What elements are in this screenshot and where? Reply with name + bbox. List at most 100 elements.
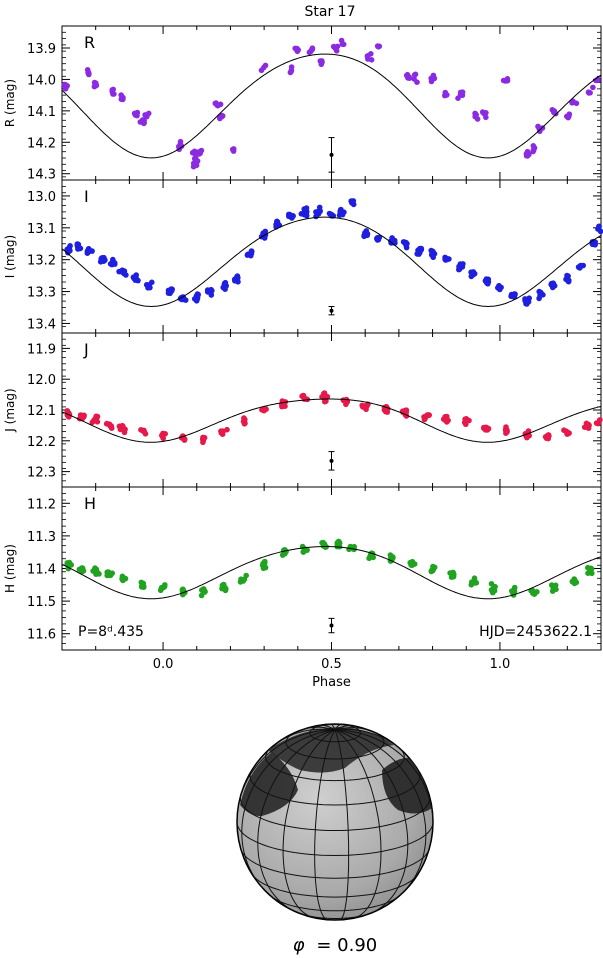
data-point (511, 291, 518, 297)
y-tick-label: 12.2 (27, 435, 56, 450)
data-point (303, 205, 310, 211)
data-point (504, 429, 510, 435)
data-point (588, 566, 595, 572)
data-point (120, 423, 126, 430)
data-point (138, 579, 145, 586)
data-point (497, 286, 503, 293)
grid-line (334, 729, 350, 920)
grid-line (334, 729, 427, 897)
grid-line (318, 724, 336, 731)
data-point (288, 68, 294, 75)
data-point (482, 110, 488, 117)
data-point (219, 428, 226, 434)
data-point (470, 271, 477, 277)
data-point (308, 47, 315, 53)
panel-H: 11.2 11.3 11.4 11.5 11.6 H (mag) H 0.0 0.5 1.0 Pha… (3, 486, 602, 690)
band-label: H (84, 494, 96, 513)
data-point (565, 277, 571, 284)
grid-line (241, 729, 336, 889)
data-point (530, 147, 537, 154)
data-point (77, 245, 84, 252)
data-point (168, 288, 175, 294)
data-point (232, 278, 238, 284)
data-point (463, 421, 469, 428)
data-point (340, 397, 347, 404)
data-point (442, 89, 449, 96)
data-points (61, 37, 601, 170)
data-point (94, 413, 101, 420)
data-point (298, 211, 305, 217)
data-point (368, 57, 375, 63)
data-point (442, 414, 448, 420)
data-point (100, 257, 107, 264)
data-point (313, 213, 319, 220)
band-label: I (84, 187, 89, 206)
y-tick-label: 11.6 (27, 628, 56, 643)
grid-line (249, 770, 421, 806)
phase-symbol: φ (293, 935, 305, 956)
data-point (240, 418, 247, 425)
y-tick-label: 11.4 (27, 563, 56, 578)
data-point (143, 113, 150, 120)
data-point (84, 248, 91, 255)
band-label: J (83, 340, 89, 359)
data-point (141, 117, 147, 124)
data-point (260, 565, 267, 572)
data-point (287, 212, 293, 218)
data-point (563, 428, 570, 435)
grid-line (334, 729, 382, 919)
data-point (138, 584, 145, 590)
model-curve (61, 53, 602, 159)
data-point (94, 419, 101, 425)
data-point (590, 84, 596, 91)
grid-line (282, 729, 336, 919)
chart-title: Star 17 (305, 4, 356, 20)
data-point (274, 221, 280, 227)
data-point (340, 41, 347, 48)
panel-I: 13.0 13.1 13.2 13.3 13.4 I (mag) I (3, 179, 603, 334)
phase-label: φ = 0.90 (293, 935, 378, 956)
data-point (363, 403, 369, 409)
data-point (230, 146, 237, 152)
data-point (537, 292, 543, 299)
data-point (388, 238, 394, 244)
grid-line (239, 797, 431, 831)
y-tick-label: 14.2 (27, 136, 56, 151)
data-point (91, 83, 98, 90)
data-point (546, 433, 552, 439)
data-point (504, 77, 511, 84)
grid-line (334, 724, 342, 731)
data-point (351, 543, 358, 550)
grid-line (270, 895, 400, 912)
data-point (86, 71, 92, 77)
y-tick-label: 11.5 (27, 595, 56, 610)
band-label: R (84, 33, 95, 52)
data-point (109, 260, 115, 267)
data-point (198, 147, 205, 154)
data-point (414, 79, 420, 85)
data-point (535, 123, 541, 130)
data-point (201, 434, 208, 441)
y-tick-label: 12.1 (27, 404, 56, 419)
data-point (149, 279, 155, 286)
model-curve (61, 216, 602, 308)
data-point (400, 409, 406, 415)
data-point (119, 267, 126, 274)
data-point (530, 143, 537, 149)
data-point (457, 89, 464, 96)
starspot-sphere (236, 723, 434, 921)
data-point (565, 114, 571, 121)
data-point (105, 571, 112, 577)
data-point (530, 589, 537, 596)
x-tick-label: 0.5 (321, 657, 342, 672)
data-point (132, 112, 139, 118)
data-point (219, 113, 225, 120)
data-point (317, 58, 324, 64)
data-point (333, 48, 340, 54)
data-point (240, 578, 246, 584)
data-point (592, 242, 598, 248)
data-points (64, 538, 595, 599)
data-point (249, 248, 255, 255)
data-point (220, 585, 226, 591)
